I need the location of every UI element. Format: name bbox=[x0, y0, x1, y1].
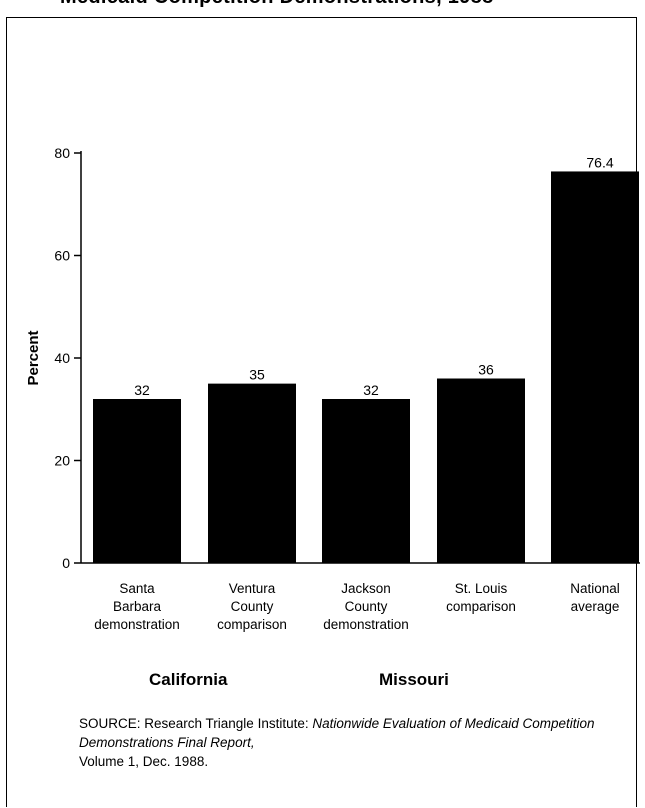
source-note: SOURCE: Research Triangle Institute: Nat… bbox=[79, 714, 634, 771]
y-axis-label: Percent bbox=[25, 330, 42, 385]
bar-value-label-3: 36 bbox=[478, 362, 494, 378]
category-label-0-line-1: Barbara bbox=[113, 599, 162, 614]
y-tick-label-60: 60 bbox=[54, 248, 70, 264]
category-label-4-line-1: average bbox=[571, 599, 620, 614]
source-volume-date: Volume 1, Dec. 1988. bbox=[79, 754, 209, 769]
y-tick-label-40: 40 bbox=[54, 350, 70, 366]
bar-4 bbox=[551, 171, 639, 563]
y-tick-label-20: 20 bbox=[54, 453, 70, 469]
bar-value-label-0: 32 bbox=[134, 382, 150, 398]
category-label-3-line-1: comparison bbox=[446, 599, 516, 614]
category-label-2: Jackson County demonstration bbox=[323, 581, 409, 632]
bar-value-label-1: 35 bbox=[249, 367, 265, 383]
category-label-1-line-2: comparison bbox=[217, 617, 287, 632]
bar-3 bbox=[437, 378, 525, 563]
bar-chart: 0 20 40 60 80 Percent 32 Santa Barbara demonstrat… bbox=[25, 145, 640, 632]
bar-value-label-4: 76.4 bbox=[586, 154, 613, 170]
category-label-4-line-0: National bbox=[570, 581, 620, 596]
category-label-3: St. Louis comparison bbox=[446, 581, 516, 614]
category-label-4: National average bbox=[570, 581, 620, 614]
source-prefix: SOURCE: Research Triangle Institute: bbox=[79, 716, 313, 731]
category-label-0: Santa Barbara demonstration bbox=[94, 581, 180, 632]
bar-0 bbox=[93, 399, 181, 563]
y-tick-label-0: 0 bbox=[62, 555, 70, 571]
category-label-2-line-2: demonstration bbox=[323, 617, 409, 632]
bar-1 bbox=[208, 383, 296, 563]
category-label-1: Ventura County comparison bbox=[217, 581, 287, 632]
group-label-california: California bbox=[149, 670, 228, 689]
group-label-missouri: Missouri bbox=[379, 670, 449, 689]
source-report-title: Nationwide Evaluation of Medicaid Compet… bbox=[79, 716, 595, 750]
bar-2 bbox=[322, 399, 410, 563]
y-tick-label-80: 80 bbox=[54, 145, 70, 161]
category-label-2-line-0: Jackson bbox=[341, 581, 391, 596]
category-label-1-line-0: Ventura bbox=[229, 581, 276, 596]
category-label-1-line-1: County bbox=[231, 599, 274, 614]
bar-value-label-2: 32 bbox=[363, 382, 379, 398]
category-label-3-line-0: St. Louis bbox=[455, 581, 508, 596]
category-label-0-line-2: demonstration bbox=[94, 617, 180, 632]
category-label-2-line-1: County bbox=[345, 599, 388, 614]
category-label-0-line-0: Santa bbox=[119, 581, 155, 596]
figure-title-fragment: Medicaid Competition Demonstrations, 198… bbox=[60, 0, 640, 8]
